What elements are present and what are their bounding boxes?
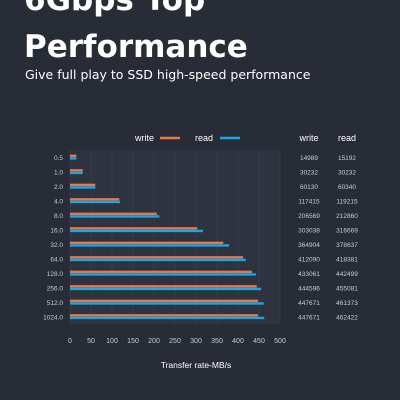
table-value-write: 206569	[298, 213, 320, 220]
x-axis-title: Transfer rate-MB/s	[161, 360, 232, 370]
grid-lines	[69, 150, 281, 324]
x-tick-label: 250	[169, 338, 181, 345]
table-value-write: 447671	[298, 300, 320, 307]
x-axis-tick-labels: 0 50 100 150 200 250 300 350 400 450 500	[68, 338, 286, 345]
table-value-read: 418381	[336, 256, 358, 263]
y-tick-label: 0.5	[54, 155, 63, 162]
table-value-write: 14989	[300, 155, 318, 162]
bar-read	[70, 258, 246, 262]
x-tick-label: 350	[211, 338, 223, 345]
table-value-write: 412090	[298, 256, 320, 263]
x-tick-label: 100	[106, 338, 118, 345]
table-header-write: write	[298, 133, 318, 143]
y-tick-label: 4.0	[54, 198, 63, 205]
legend-write-label: write	[134, 133, 154, 143]
table-value-read: 60340	[338, 184, 356, 191]
table-value-read: 462422	[336, 314, 358, 321]
table-value-write: 303038	[298, 227, 320, 234]
table-value-read: 119215	[336, 198, 358, 205]
headline-line-1: 6Gbps Top	[24, 0, 206, 18]
table-value-write: 444596	[298, 285, 320, 292]
x-tick-label: 500	[274, 338, 286, 345]
bar-write	[70, 256, 244, 259]
table-value-read: 461373	[336, 300, 358, 307]
bar-read	[70, 302, 264, 305]
bar-read	[70, 287, 262, 291]
bar-write	[70, 183, 96, 187]
bar-write	[70, 270, 252, 274]
bar-read	[70, 157, 77, 160]
table-value-read: 442499	[336, 271, 358, 278]
bar-write	[70, 241, 224, 245]
table-value-write: 60130	[300, 184, 318, 191]
table-header-read: read	[338, 133, 356, 143]
bar-read	[70, 316, 265, 320]
bar-write	[70, 169, 83, 172]
y-tick-label: 128.0	[47, 271, 64, 278]
table-value-read: 212860	[336, 213, 358, 220]
bar-read	[70, 229, 204, 233]
x-tick-label: 50	[87, 338, 95, 345]
y-tick-label: 2.0	[54, 184, 63, 191]
table-value-read: 15192	[338, 155, 356, 162]
table-value-read: 378637	[336, 242, 358, 249]
y-tick-label: 16.0	[50, 227, 63, 234]
table-value-write: 433061	[298, 271, 320, 278]
table-value-write: 30232	[300, 169, 318, 176]
x-tick-label: 400	[232, 338, 244, 345]
x-tick-label: 150	[127, 338, 139, 345]
table-value-write: 447671	[298, 314, 320, 321]
x-tick-label: 200	[148, 338, 160, 345]
bar-write	[70, 299, 259, 303]
bar-write	[70, 198, 120, 201]
bar-write	[70, 212, 157, 216]
value-table: 14989 15192 30232 30232 60130 60340 117415 1192…	[298, 155, 358, 322]
y-axis-tick-labels: 0.5 1.0 2.0 4.0 8.0 16.0 32.0 64.0 128.0 256.0 512…	[43, 155, 63, 322]
bars	[70, 154, 265, 320]
table-value-read: 455081	[336, 285, 358, 292]
bar-read	[70, 200, 121, 204]
bar-read	[70, 273, 256, 276]
x-tick-label: 300	[190, 338, 202, 345]
y-tick-label: 64.0	[50, 256, 63, 263]
bar-read	[70, 171, 83, 175]
table-value-write: 117415	[298, 198, 320, 205]
y-tick-label: 1024.0	[43, 314, 63, 321]
headline-line-2: Performance	[24, 29, 248, 65]
bar-read	[70, 215, 160, 218]
bar-write	[70, 154, 77, 158]
bar-write	[70, 285, 257, 288]
y-tick-label: 512.0	[47, 300, 64, 307]
legend: write read	[134, 133, 240, 143]
y-tick-label: 1.0	[54, 169, 63, 176]
subtitle: Give full play to SSD high-speed perform…	[25, 67, 311, 82]
x-tick-label: 450	[253, 338, 265, 345]
bar-read	[70, 186, 96, 189]
x-tick-label: 0	[68, 338, 72, 345]
y-tick-label: 8.0	[54, 213, 63, 220]
legend-read-label: read	[195, 133, 213, 143]
table-value-read: 30232	[338, 169, 356, 176]
y-tick-label: 32.0	[50, 242, 63, 249]
bar-write	[70, 227, 198, 230]
bar-read	[70, 244, 230, 247]
table-value-read: 316669	[336, 227, 358, 234]
y-tick-label: 256.0	[47, 285, 64, 292]
table-value-write: 364904	[298, 242, 320, 249]
bar-write	[70, 314, 259, 317]
